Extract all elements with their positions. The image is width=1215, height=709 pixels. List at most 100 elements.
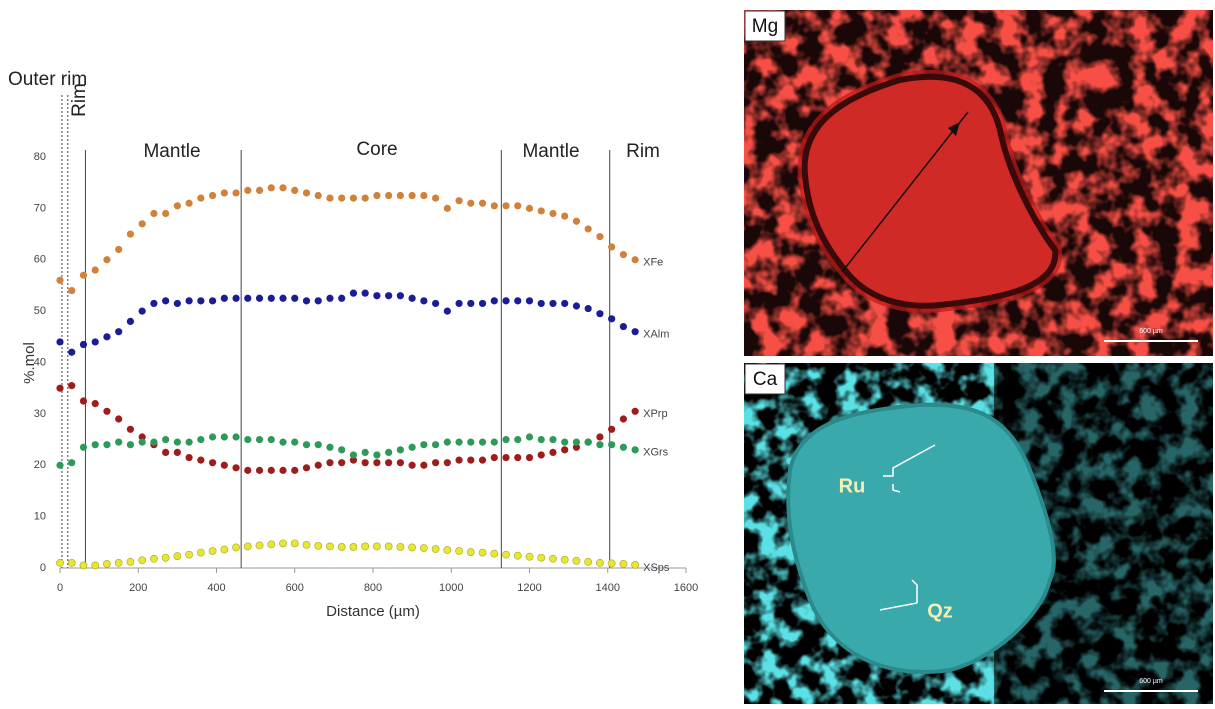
data-point: [185, 453, 193, 462]
data-point: [149, 554, 158, 563]
data-point: [396, 191, 404, 200]
data-point: [490, 549, 499, 558]
data-point: [443, 438, 451, 446]
data-point: [279, 294, 287, 302]
data-point: [267, 184, 275, 192]
data-point: [349, 456, 358, 464]
data-point: [126, 425, 135, 433]
data-point: [314, 542, 323, 550]
data-point: [631, 446, 639, 454]
data-point: [561, 212, 569, 220]
data-point: [596, 310, 604, 318]
data-point: [91, 400, 99, 408]
data-point: [490, 453, 498, 462]
series-label: XPrp: [643, 408, 667, 420]
data-point: [584, 304, 592, 313]
data-point: [126, 441, 135, 449]
data-point: [396, 459, 404, 467]
data-point: [619, 251, 628, 259]
data-point: [255, 186, 264, 194]
data-point: [396, 292, 404, 300]
data-point: [150, 209, 158, 218]
data-point: [455, 456, 463, 464]
x-tick-label: 1200: [517, 582, 541, 594]
data-point: [349, 543, 358, 551]
x-tick-label: 1600: [674, 582, 698, 594]
data-point: [185, 550, 194, 559]
data-point: [432, 194, 440, 202]
data-point: [220, 189, 228, 197]
data-point: [302, 189, 311, 197]
data-point: [79, 443, 88, 451]
zone-label: Mantle: [522, 141, 579, 162]
data-point: [197, 194, 205, 202]
data-point: [291, 186, 299, 194]
data-point: [103, 256, 111, 264]
data-point: [279, 184, 287, 192]
data-point: [115, 438, 123, 446]
zone-label: Rim: [626, 141, 660, 162]
data-point: [349, 194, 358, 202]
data-point: [162, 209, 170, 218]
data-point: [432, 299, 440, 308]
data-point: [408, 443, 416, 451]
data-point: [326, 294, 334, 302]
data-point: [455, 438, 463, 446]
data-point: [537, 207, 545, 215]
data-point: [267, 294, 275, 302]
data-point: [608, 441, 616, 449]
data-point: [150, 438, 158, 446]
data-point: [162, 297, 170, 305]
data-point: [91, 441, 99, 449]
data-point: [420, 297, 428, 305]
data-point: [91, 561, 100, 570]
data-point: [490, 202, 498, 210]
data-point: [537, 435, 545, 444]
data-point: [631, 328, 639, 336]
data-point: [596, 558, 604, 567]
data-point: [337, 543, 346, 551]
data-point: [302, 540, 311, 549]
data-point: [420, 191, 428, 200]
data-point: [549, 299, 557, 308]
data-point: [373, 459, 381, 467]
data-point: [396, 446, 404, 454]
data-point: [232, 543, 240, 552]
data-point: [56, 384, 64, 392]
data-point: [525, 204, 534, 212]
data-point: [408, 191, 416, 200]
data-point: [291, 438, 299, 446]
data-point: [267, 466, 275, 474]
zone-label: Rim: [69, 83, 90, 117]
y-tick-label: 30: [34, 408, 46, 420]
data-point: [138, 307, 146, 315]
data-point: [549, 448, 557, 457]
data-point: [314, 441, 322, 449]
data-point: [56, 461, 64, 469]
data-point: [126, 230, 135, 238]
x-tick-label: 1400: [596, 582, 620, 594]
data-point: [349, 289, 358, 297]
data-point: [197, 435, 205, 444]
data-point: [608, 425, 616, 433]
data-point: [443, 204, 451, 212]
data-point: [443, 546, 452, 554]
data-point: [126, 557, 135, 566]
data-point: [244, 435, 252, 444]
data-point: [572, 556, 581, 565]
data-point: [525, 453, 534, 462]
data-point: [467, 299, 475, 308]
data-point: [279, 438, 287, 446]
data-point: [619, 443, 628, 451]
data-point: [502, 550, 510, 559]
data-point: [338, 459, 346, 467]
data-point: [455, 547, 463, 555]
data-point: [631, 561, 640, 569]
y-axis-label: %.mol: [21, 342, 38, 384]
data-point: [537, 451, 545, 459]
data-point: [349, 451, 358, 459]
data-point: [220, 461, 228, 469]
data-point: [455, 299, 463, 308]
panel-label: Mg: [752, 16, 778, 37]
data-point: [420, 441, 428, 449]
